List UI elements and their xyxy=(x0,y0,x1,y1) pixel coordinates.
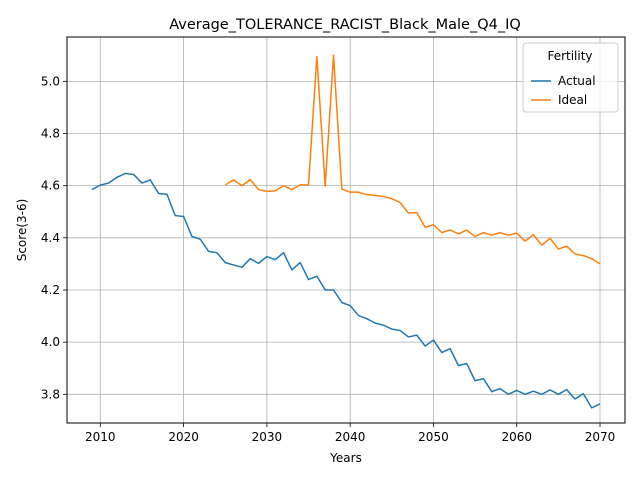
x-tick-label: 2060 xyxy=(501,430,532,444)
y-tick-label: 4.6 xyxy=(41,179,60,193)
x-tick-label: 2050 xyxy=(418,430,449,444)
legend-label-actual: Actual xyxy=(558,74,596,88)
x-tick-label: 2030 xyxy=(252,430,283,444)
chart-title: Average_TOLERANCE_RACIST_Black_Male_Q4_I… xyxy=(169,17,521,33)
y-axis-label: Score(3-6) xyxy=(15,199,29,262)
y-tick-label: 4.4 xyxy=(41,231,60,245)
series-line-actual xyxy=(92,173,600,407)
y-tick-label: 4.8 xyxy=(41,127,60,141)
y-axis: 3.8 4.0 4.2 4.4 4.6 4.8 5.0 xyxy=(41,74,67,401)
x-tick-label: 2010 xyxy=(85,430,116,444)
y-tick-label: 4.2 xyxy=(41,283,60,297)
x-tick-label: 2020 xyxy=(168,430,199,444)
y-tick-label: 5.0 xyxy=(41,74,60,88)
x-axis-label: Years xyxy=(329,451,362,465)
x-axis: 2010 2020 2030 2040 2050 2060 2070 xyxy=(85,423,615,444)
y-tick-label: 3.8 xyxy=(41,387,60,401)
x-tick-label: 2070 xyxy=(585,430,616,444)
legend: Fertility Actual Ideal xyxy=(523,43,618,112)
legend-title: Fertility xyxy=(547,49,592,63)
y-tick-label: 4.0 xyxy=(41,335,60,349)
x-tick-label: 2040 xyxy=(335,430,366,444)
legend-label-ideal: Ideal xyxy=(558,93,587,107)
